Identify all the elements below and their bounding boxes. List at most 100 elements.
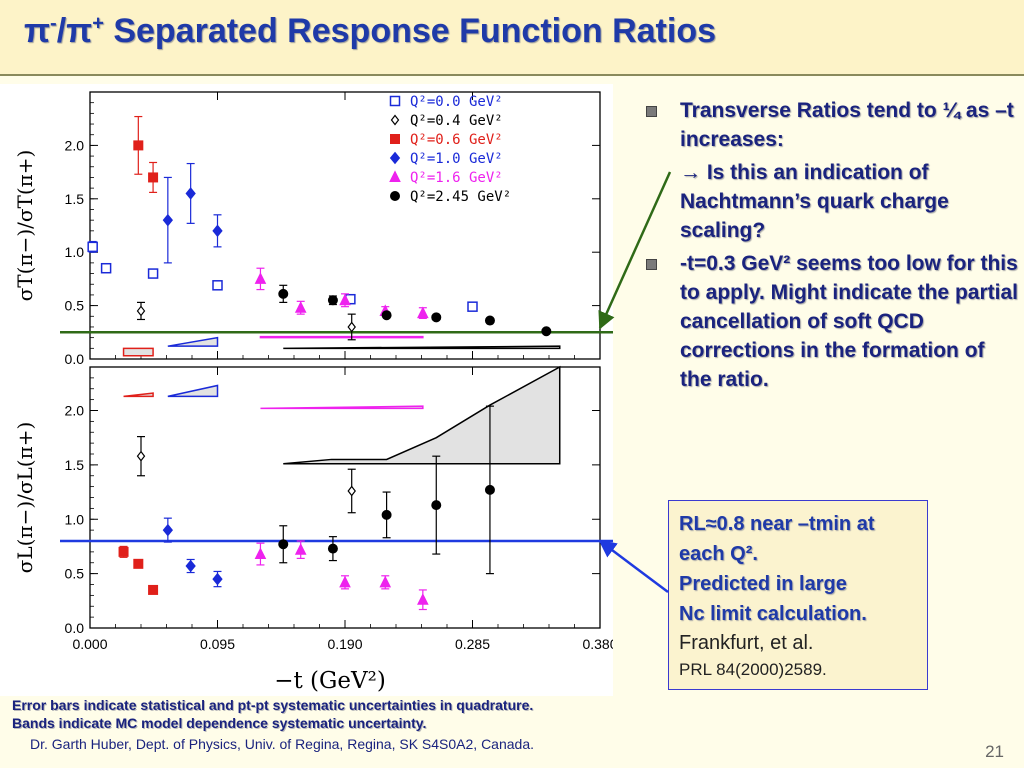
bottom-data-point: [254, 547, 267, 560]
legend-entry: Q²=1.6 GeV²: [410, 170, 503, 186]
note-bands: Bands indicate MC model dependence syste…: [12, 715, 427, 731]
top-data-point: [148, 172, 159, 183]
bottom-uncertainty-band: [123, 392, 154, 398]
top-uncertainty-band: [283, 345, 561, 350]
bottom-data-point: [339, 575, 351, 588]
bottom-uncertainty-band: [167, 384, 219, 398]
top-data-point: [136, 305, 146, 317]
rl-reference-authors: Frankfurt, et al.: [679, 632, 814, 654]
sub-bullet-nachtmann: → Is this an indication of Nachtmann’s q…: [640, 158, 1020, 245]
ratio-chart: 0.0 0.5 1.0 1.5 2.0 σT(π−)/σT(π+) Q²=0.0 GeV² Q…: [13, 91, 613, 694]
legend-entry: Q²=0.0 GeV²: [410, 94, 503, 110]
bottom-data-point: [185, 559, 196, 573]
top-y-tick-label: 2.0: [65, 137, 85, 153]
legend-entry: Q²=0.4 GeV²: [410, 113, 503, 129]
x-tick-label: 0.000: [72, 636, 107, 652]
top-data-point: [212, 224, 223, 238]
bottom-data-point: [379, 575, 392, 588]
top-y-tick-label: 1.0: [65, 244, 85, 260]
top-y-axis-label: σT(π−)/σT(π+): [13, 150, 37, 302]
legend-entry: Q²=0.6 GeV²: [410, 132, 503, 148]
bottom-data-point: [212, 572, 223, 586]
title-pi-plus: π: [66, 12, 93, 50]
bottom-data-point: [162, 523, 173, 537]
top-data-point: [417, 306, 429, 319]
legend-marker: [389, 95, 401, 107]
top-data-point: [133, 140, 144, 151]
title-bar: π-/π+ Separated Response Function Ratios: [0, 0, 1024, 76]
rl-line-1: RL≈0.8 near –tmin at: [679, 513, 875, 535]
x-tick-label: 0.380: [582, 636, 613, 652]
plot-panel: 0.0 0.5 1.0 1.5 2.0 σT(π−)/σT(π+) Q²=0.0 GeV² Q…: [0, 84, 613, 696]
rl-line-4: Nc limit calculation.: [679, 603, 867, 625]
top-uncertainty-band: [122, 347, 154, 357]
legend-marker: [390, 114, 400, 126]
legend-entry: Q²=2.45 GeV²: [410, 189, 511, 205]
top-data-point: [347, 321, 356, 333]
bottom-y-tick-label: 0.5: [65, 566, 85, 582]
top-data-point: [278, 288, 289, 299]
title-plus-sup: +: [92, 12, 104, 35]
bottom-uncertainty-band: [260, 405, 424, 410]
bullet-transverse-text: Transverse Ratios tend to ¼ as –t increa…: [680, 99, 1014, 151]
legend-entry: Q²=1.0 GeV²: [410, 151, 503, 167]
bottom-y-axis-label: σL(π−)/σL(π+): [13, 422, 37, 574]
bottom-data-point: [347, 485, 356, 497]
rl-callout-box: RL≈0.8 near –tmin at each Q². Predicted …: [668, 500, 928, 690]
x-axis-label: −t (GeV²): [274, 668, 386, 694]
top-y-tick-label: 0.5: [65, 298, 85, 314]
top-y-tick-label: 0.0: [65, 351, 85, 367]
x-tick-label: 0.285: [455, 636, 490, 652]
bottom-y-tick-label: 2.0: [65, 403, 85, 419]
top-data-point: [162, 213, 173, 227]
rl-reference-journal: PRL 84(2000)2589.: [679, 660, 827, 679]
x-tick-label: 0.095: [200, 636, 235, 652]
bottom-y-tick-label: 0.0: [65, 620, 85, 636]
note-error-bars: Error bars indicate statistical and pt-p…: [12, 697, 534, 713]
bottom-y-tick-label: 1.0: [65, 511, 85, 527]
bottom-data-point: [431, 500, 442, 511]
legend-marker: [390, 191, 400, 201]
title-text: Separated Response Function Ratios: [103, 12, 716, 50]
top-data-point: [185, 187, 196, 200]
bullet-low-t-text: -t=0.3 GeV² seems too low for this to ap…: [680, 252, 1018, 391]
top-data-point: [484, 315, 495, 326]
title-minus-sup: -: [50, 12, 57, 35]
top-uncertainty-band: [167, 336, 219, 347]
top-data-point: [212, 280, 223, 291]
top-uncertainty-band: [259, 335, 424, 339]
top-data-point: [100, 262, 112, 274]
title-pi-minus: π: [24, 12, 51, 50]
rl-line-3: Predicted in large: [679, 573, 847, 595]
top-data-point: [254, 272, 267, 284]
bottom-data-point: [278, 539, 289, 550]
slide-title: π-/π+ Separated Response Function Ratios: [24, 12, 716, 51]
bullet-marker-icon: [646, 106, 657, 117]
top-data-point: [147, 268, 159, 279]
top-data-point: [339, 293, 351, 306]
bottom-data-point: [148, 584, 159, 595]
rl-line-2: each Q².: [679, 543, 758, 565]
x-tick-label: 0.190: [327, 636, 362, 652]
bottom-data-point: [381, 509, 392, 520]
bottom-data-point: [118, 546, 129, 557]
bottom-data-point: [294, 543, 307, 555]
legend-marker: [390, 134, 400, 144]
legend-marker: [389, 151, 401, 165]
legend-marker: [389, 170, 401, 182]
bullet-list: Transverse Ratios tend to ¼ as –t increa…: [640, 96, 1020, 396]
title-slash: /: [56, 12, 67, 50]
top-data-point: [467, 301, 478, 312]
top-data-point: [541, 326, 552, 337]
bottom-data-point: [136, 450, 146, 462]
bottom-data-point: [133, 558, 144, 569]
bottom-uncertainty-band: [283, 365, 561, 465]
bottom-data-point: [327, 543, 338, 554]
top-data-point: [87, 241, 98, 253]
top-data-point: [431, 312, 442, 323]
footer-author: Dr. Garth Huber, Dept. of Physics, Univ.…: [30, 736, 534, 752]
bottom-y-tick-label: 1.5: [65, 457, 85, 473]
bullet-transverse: Transverse Ratios tend to ¼ as –t increa…: [640, 96, 1020, 154]
top-data-point: [294, 301, 307, 313]
bullet-marker-icon: [646, 259, 657, 270]
